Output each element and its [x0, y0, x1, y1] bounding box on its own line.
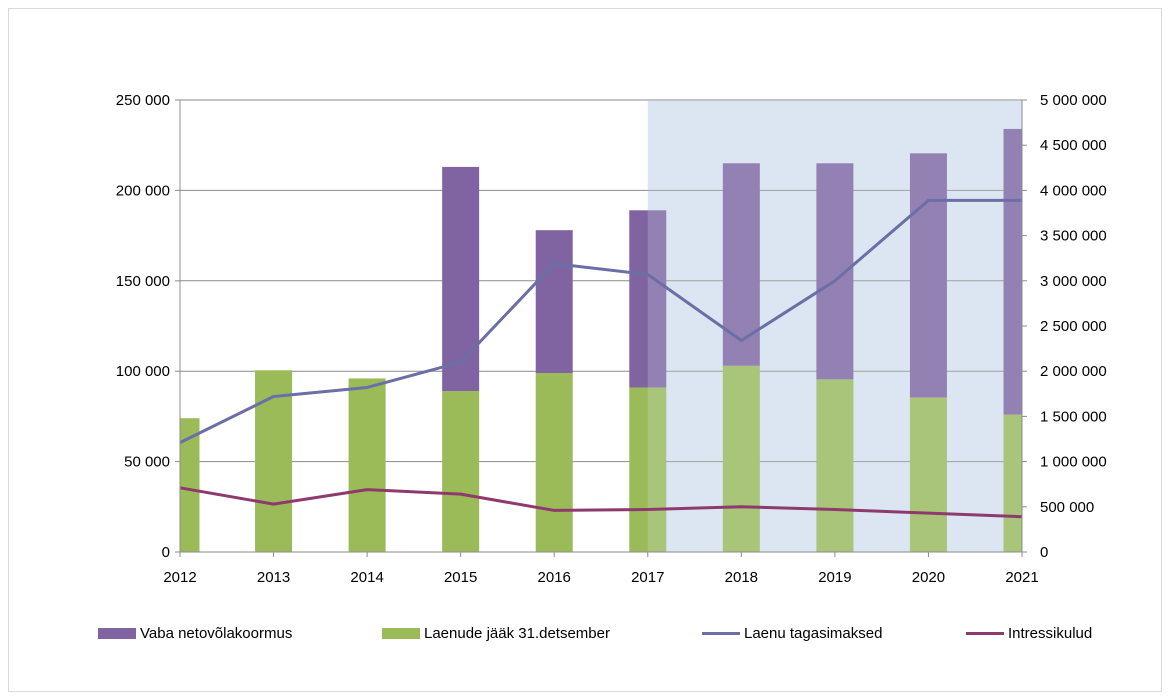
x-tick-label: 2017 — [631, 569, 664, 586]
forecast-overlay — [647, 100, 1022, 552]
legend-item-laenude-jaak: Laenude jääk 31.detsember — [382, 625, 610, 642]
bar-vaba-netovolakoormus — [909, 153, 947, 398]
x-tick-label: 2015 — [444, 569, 477, 586]
right-tick-label: 2 000 000 — [1040, 363, 1107, 380]
left-tick-label: 150 000 — [116, 273, 170, 290]
left-tick-label: 250 000 — [116, 92, 170, 109]
left-tick-label: 0 — [162, 544, 170, 561]
right-tick-label: 2 500 000 — [1040, 318, 1107, 335]
left-tick-label: 100 000 — [116, 363, 170, 380]
legend-item-tagasimaksed: Laenu tagasimaksed — [702, 625, 882, 642]
legend-swatch — [382, 628, 420, 639]
bar-laenude-jaak — [909, 397, 947, 552]
x-tick-label: 2014 — [350, 569, 383, 586]
x-tick-label: 2019 — [818, 569, 851, 586]
right-tick-label: 3 000 000 — [1040, 273, 1107, 290]
line-intressikulud — [179, 486, 1023, 519]
bar-vaba-netovolakoormus — [442, 166, 480, 392]
legend-label: Intressikulud — [1008, 625, 1093, 642]
right-tick-label: 4 000 000 — [1040, 182, 1107, 199]
right-tick-label: 3 500 000 — [1040, 228, 1107, 245]
left-tick-label: 200 000 — [116, 182, 170, 199]
right-tick-label: 4 500 000 — [1040, 137, 1107, 154]
legend-item-vaba: Vaba netovõlakoormus — [98, 625, 292, 642]
bar-vaba-netovolakoormus — [535, 230, 573, 374]
bar-laenude-jaak — [180, 418, 200, 552]
legend-item-intressikulud: Intressikulud — [966, 625, 1092, 642]
x-tick-label: 2013 — [257, 569, 290, 586]
bar-laenude-jaak — [816, 379, 854, 552]
right-tick-label: 1 500 000 — [1040, 408, 1107, 425]
left-tick-label: 50 000 — [124, 454, 170, 471]
legend-swatch — [966, 632, 1004, 635]
bar-laenude-jaak — [535, 373, 573, 552]
bar-laenude-jaak — [442, 391, 480, 552]
right-tick-label: 1 000 000 — [1040, 454, 1107, 471]
bar-vaba-netovolakoormus — [629, 210, 667, 388]
x-tick-label: 2018 — [725, 569, 758, 586]
right-tick-label: 0 — [1040, 544, 1048, 561]
legend-swatch — [702, 632, 740, 635]
x-tick-label: 2021 — [1005, 569, 1038, 586]
legend-label: Laenude jääk 31.detsember — [424, 625, 610, 642]
legend-swatch — [98, 628, 136, 639]
right-tick-label: 500 000 — [1040, 499, 1094, 516]
bar-laenude-jaak — [722, 365, 760, 552]
x-tick-label: 2020 — [912, 569, 945, 586]
bar-laenude-jaak — [348, 378, 386, 552]
bar-laenude-jaak — [629, 387, 667, 552]
right-tick-label: 5 000 000 — [1040, 92, 1107, 109]
legend-label: Laenu tagasimaksed — [744, 625, 883, 642]
x-tick-label: 2012 — [163, 569, 196, 586]
legend: Vaba netovõlakoormus Laenude jääk 31.det… — [0, 625, 1170, 655]
line-laenu-tagasimaksed — [179, 198, 1022, 444]
bar-laenude-jaak — [255, 370, 293, 552]
legend-label: Vaba netovõlakoormus — [140, 625, 293, 642]
x-tick-label: 2016 — [538, 569, 571, 586]
